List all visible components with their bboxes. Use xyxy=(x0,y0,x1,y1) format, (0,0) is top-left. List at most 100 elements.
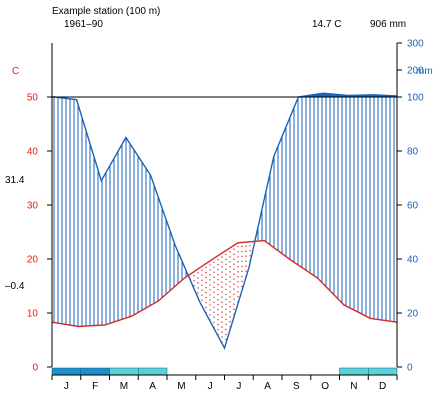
month-label: J xyxy=(236,381,241,391)
arid-dot xyxy=(245,255,247,257)
arid-dot xyxy=(237,286,239,288)
arid-dot xyxy=(221,291,223,293)
arid-dot xyxy=(201,284,203,286)
arid-dot xyxy=(213,306,215,308)
perhumid-fill xyxy=(52,93,397,97)
arid-dot xyxy=(221,326,223,328)
right-tick-label: 300 xyxy=(407,39,424,50)
arid-dot xyxy=(233,308,235,310)
arid-dot xyxy=(213,281,215,283)
arid-dot xyxy=(221,261,223,263)
arid-dot xyxy=(221,296,223,298)
arid-dot xyxy=(213,316,215,318)
arid-dot xyxy=(249,245,251,247)
frost-month-cell xyxy=(109,367,139,376)
arid-dot xyxy=(209,299,211,301)
arid-dot xyxy=(229,306,231,308)
arid-dot xyxy=(201,294,203,296)
arid-dot xyxy=(213,261,215,263)
arid-dot xyxy=(209,289,211,291)
left-tick-label: 40 xyxy=(27,147,39,158)
arid-dot xyxy=(233,248,235,250)
right-tick-label: 20 xyxy=(407,309,419,320)
arid-dot xyxy=(209,279,211,281)
arid-dot xyxy=(221,316,223,318)
arid-dot xyxy=(209,269,211,271)
arid-dot xyxy=(225,253,227,256)
arid-dot xyxy=(221,306,223,308)
arid-dot xyxy=(241,270,243,273)
arid-dot xyxy=(225,318,227,321)
arid-dot xyxy=(233,298,235,300)
arid-dot xyxy=(221,281,223,283)
arid-dot xyxy=(221,336,223,338)
arid-dot xyxy=(209,274,211,276)
frost-month-cell xyxy=(80,367,110,376)
arid-dot xyxy=(241,265,243,268)
arid-dot xyxy=(213,286,215,288)
arid-dot xyxy=(229,311,231,313)
month-label: F xyxy=(92,381,98,391)
right-tick-label: 60 xyxy=(407,201,419,212)
arid-dot xyxy=(217,328,219,331)
arid-dot xyxy=(225,273,227,276)
arid-dot xyxy=(217,283,219,286)
month-label: S xyxy=(293,381,300,391)
arid-dot xyxy=(213,311,215,313)
left-tick-label: 20 xyxy=(27,255,39,266)
arid-dot xyxy=(213,296,215,298)
right-tick-label: 80 xyxy=(407,147,419,158)
arid-dot xyxy=(237,291,239,293)
month-label: J xyxy=(208,381,213,391)
arid-dot xyxy=(217,308,219,311)
axes: 0 10 20 30 40 50 0 20 40 60 80 100 200 300 xyxy=(27,39,424,374)
arid-dot xyxy=(237,281,239,283)
arid-dot xyxy=(205,296,207,299)
arid-dot xyxy=(193,274,195,277)
precipitation-line xyxy=(51,92,398,350)
arid-dot xyxy=(197,272,199,274)
arid-dot xyxy=(225,288,227,291)
arid-dot xyxy=(217,263,219,266)
arid-dot xyxy=(205,306,207,309)
month-label: M xyxy=(120,381,128,391)
arid-dot xyxy=(233,263,235,265)
arid-dot xyxy=(229,321,231,323)
arid-dot xyxy=(225,293,227,296)
arid-dot xyxy=(225,333,227,336)
mean-temperature: 14.7 C xyxy=(312,19,341,30)
frost-month-cell xyxy=(51,367,81,376)
period-label: 1961–90 xyxy=(64,19,103,30)
arid-dot xyxy=(221,271,223,273)
arid-dot xyxy=(245,265,247,267)
arid-dot xyxy=(229,291,231,293)
fill-layer xyxy=(52,93,397,343)
arid-dot xyxy=(225,313,227,316)
arid-dot xyxy=(197,292,199,294)
month-label: A xyxy=(264,381,271,391)
month-label: D xyxy=(379,381,386,391)
arid-dot xyxy=(217,288,219,291)
arid-dot xyxy=(217,313,219,316)
arid-dot xyxy=(225,323,227,326)
arid-dot xyxy=(229,271,231,273)
arid-dot xyxy=(221,321,223,323)
arid-dot xyxy=(201,274,203,276)
arid-dot xyxy=(229,296,231,298)
arid-dot xyxy=(225,283,227,286)
right-tick-label: 100 xyxy=(407,93,424,104)
arid-dot xyxy=(241,255,243,258)
arid-dot xyxy=(233,293,235,295)
arid-dot xyxy=(233,278,235,280)
arid-dot xyxy=(201,289,203,291)
arid-dot xyxy=(225,278,227,281)
month-label: M xyxy=(177,381,185,391)
right-tick-label: 0 xyxy=(407,363,413,374)
frost-month-cell xyxy=(339,367,369,376)
arid-dot xyxy=(213,266,215,268)
arid-dot xyxy=(221,331,223,333)
right-tick-label: 200 xyxy=(407,66,424,77)
arid-dot xyxy=(233,273,235,275)
arid-dot xyxy=(241,245,243,248)
